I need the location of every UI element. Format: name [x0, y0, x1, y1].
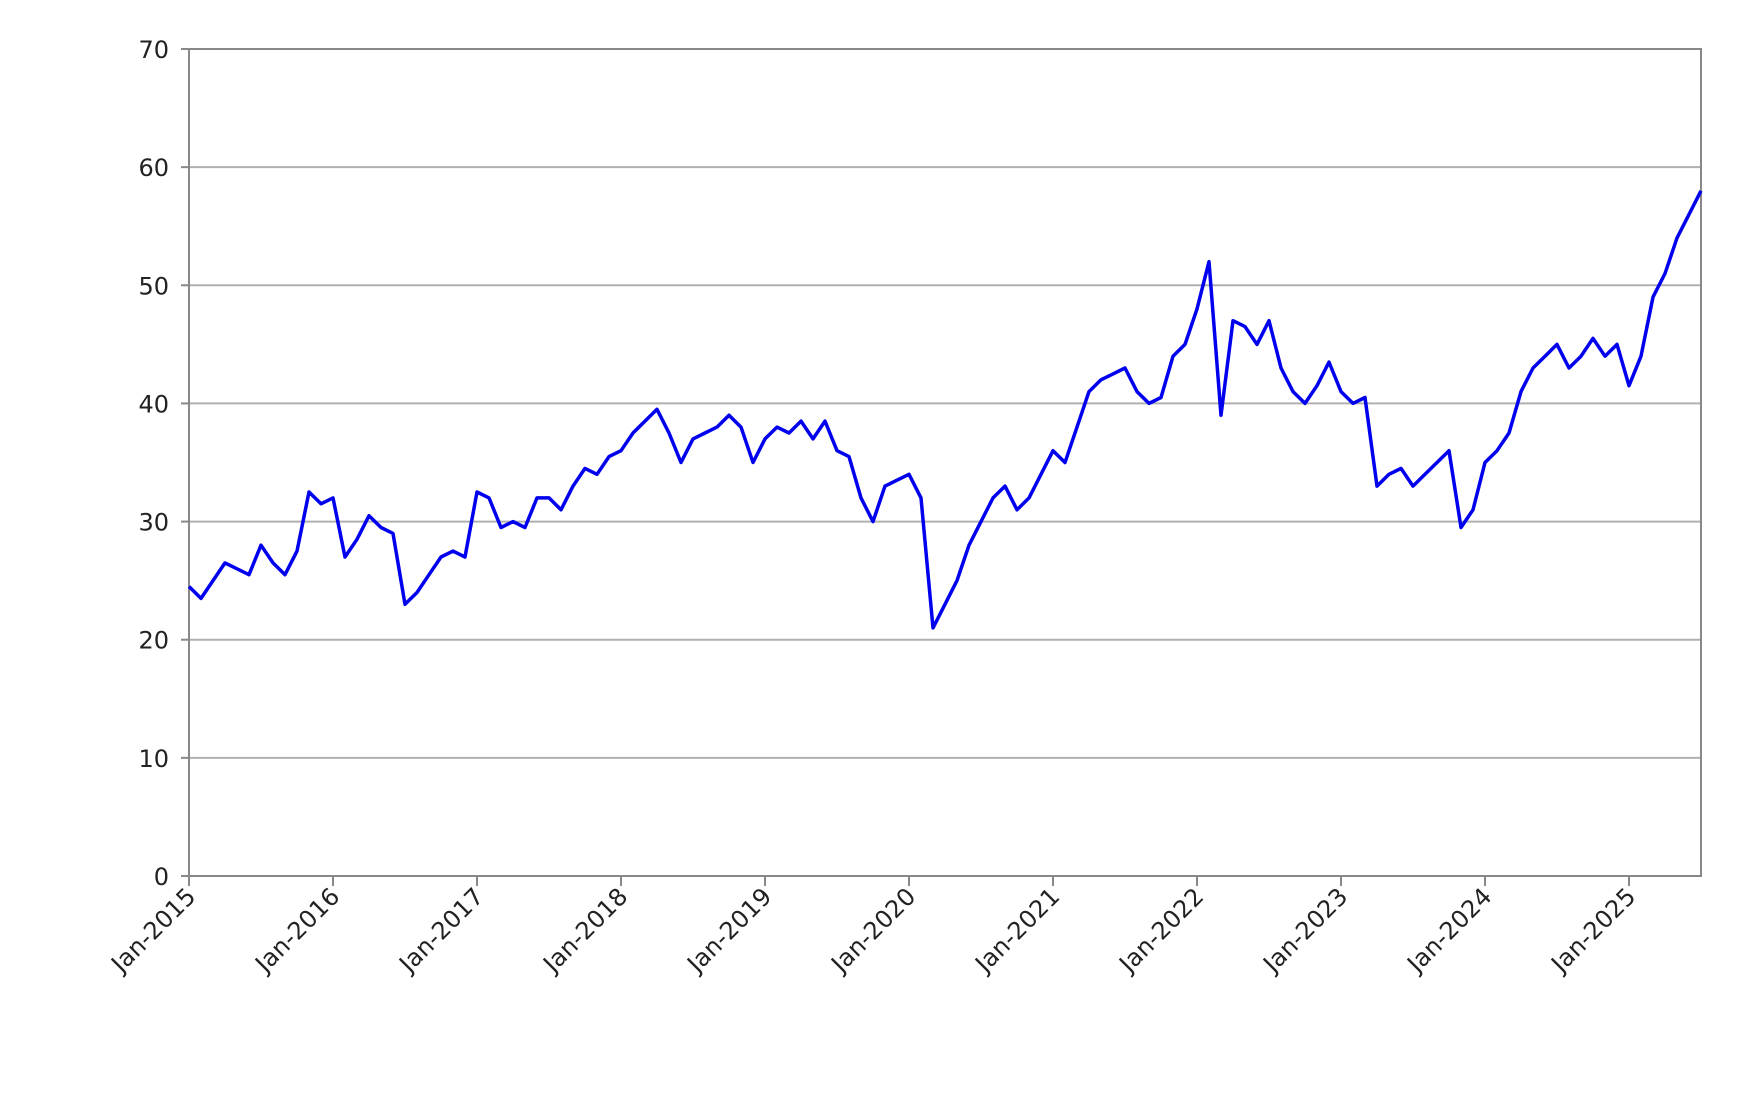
y-tick-label: 60: [138, 154, 169, 182]
x-tick-label: Jan-2016: [249, 882, 346, 979]
plot-border: [188, 48, 1702, 877]
y-tick-label: 40: [138, 390, 169, 418]
y-tick-label: 20: [138, 627, 169, 655]
y-tick-label: 50: [138, 272, 169, 300]
x-tick-label: Jan-2021: [969, 882, 1066, 979]
x-tick-label: Jan-2019: [681, 882, 778, 979]
x-tick-label: Jan-2018: [537, 882, 634, 979]
x-tick-label: Jan-2017: [393, 882, 490, 979]
x-tick-label: Jan-2025: [1545, 882, 1642, 979]
x-tick-label: Jan-2020: [825, 882, 922, 979]
price-line: [187, 190, 1703, 630]
y-tick-label: 10: [138, 745, 169, 773]
y-tick-label: 0: [154, 863, 169, 891]
x-tick-label: Jan-2015: [105, 882, 202, 979]
y-tick-label: 70: [138, 36, 169, 64]
x-tick-label: Jan-2022: [1113, 882, 1210, 979]
y-tick-label: 30: [138, 509, 169, 537]
x-tick-label: Jan-2024: [1401, 882, 1498, 979]
x-tick-label: Jan-2023: [1257, 882, 1354, 979]
